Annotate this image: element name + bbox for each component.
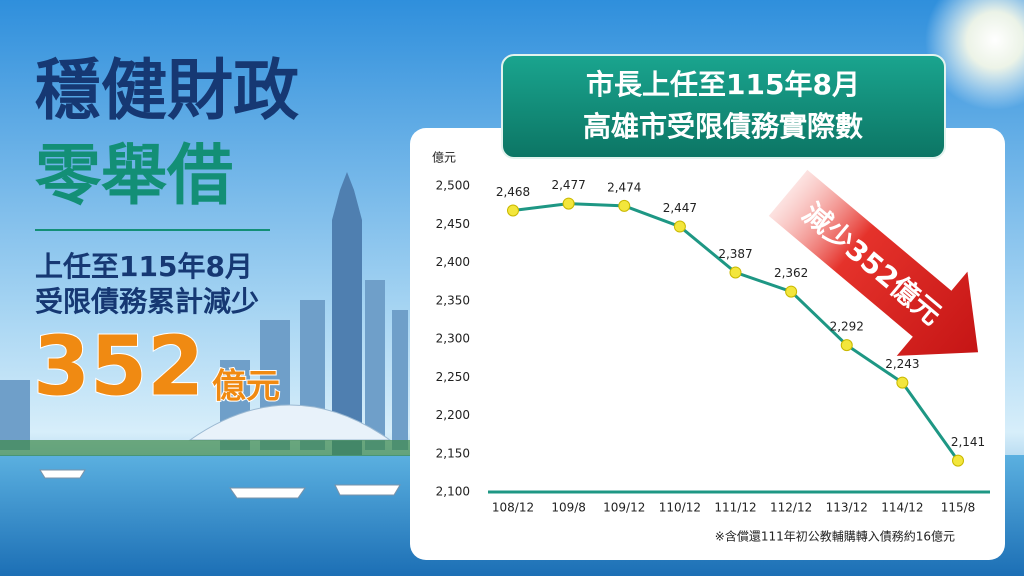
data-label: 2,141 bbox=[951, 435, 985, 449]
data-point bbox=[507, 204, 519, 217]
x-tick-label: 113/12 bbox=[826, 501, 868, 515]
chart-title: 高雄市受限債務實際數 bbox=[583, 110, 863, 143]
y-tick-label: 2,350 bbox=[436, 293, 470, 307]
data-point bbox=[562, 197, 575, 210]
subheadline: 零舉借 bbox=[35, 137, 233, 214]
chart-title: 市長上任至115年8月 bbox=[586, 68, 860, 101]
plot: 2,100 2,150 2,200 2,250 2,300 2,350 2,400 2,450… bbox=[436, 178, 990, 515]
x-tick-label: 108/12 bbox=[492, 501, 534, 515]
data-label: 2,474 bbox=[607, 180, 641, 194]
x-tick-label: 110/12 bbox=[659, 501, 701, 515]
y-tick-label: 2,250 bbox=[436, 370, 470, 384]
x-tick-label: 111/12 bbox=[714, 501, 756, 515]
y-tick-label: 2,400 bbox=[436, 255, 470, 269]
stadium bbox=[188, 404, 392, 441]
y-tick-label: 2,300 bbox=[436, 332, 470, 346]
y-tick-label: 2,150 bbox=[436, 446, 470, 460]
headline: 穩健財政 bbox=[35, 52, 299, 129]
text-line: 上任至115年8月 bbox=[35, 250, 253, 283]
data-label: 2,477 bbox=[551, 178, 585, 192]
y-tick-label: 2,500 bbox=[436, 179, 470, 193]
data-label: 2,243 bbox=[885, 357, 919, 371]
data-point bbox=[785, 285, 798, 298]
x-tick-label: 109/8 bbox=[551, 501, 586, 515]
y-tick-label: 2,100 bbox=[436, 485, 470, 499]
boats bbox=[39, 469, 401, 499]
amount-unit: 億元 bbox=[212, 367, 280, 407]
data-point bbox=[896, 376, 909, 389]
data-label: 2,447 bbox=[663, 201, 697, 215]
data-point bbox=[840, 339, 853, 352]
x-tick-label: 109/12 bbox=[603, 501, 645, 515]
amount: 352 bbox=[33, 319, 204, 414]
shoreline bbox=[0, 440, 410, 456]
y-tick-label: 2,200 bbox=[436, 408, 470, 422]
text-line: 受限債務累計減少 bbox=[35, 285, 259, 318]
data-label: 2,292 bbox=[830, 320, 864, 334]
x-tick-label: 115/8 bbox=[941, 501, 976, 515]
data-point bbox=[618, 199, 631, 212]
sun bbox=[925, 0, 1024, 110]
arrow-shape bbox=[768, 169, 979, 356]
title-box bbox=[501, 54, 946, 159]
data-label: 2,468 bbox=[496, 185, 530, 199]
y-tick-label: 2,450 bbox=[436, 217, 470, 231]
data-point bbox=[952, 454, 964, 467]
data-point bbox=[673, 220, 686, 233]
data-point bbox=[729, 266, 742, 279]
data-label: 2,387 bbox=[718, 247, 752, 261]
data-label: 2,362 bbox=[774, 266, 808, 280]
x-tick-label: 114/12 bbox=[881, 501, 923, 515]
footnote: ※含償還111年初公教輔購轉入債務約16億元 bbox=[715, 529, 955, 544]
y-axis-label: 億元 bbox=[432, 151, 456, 165]
x-tick-label: 112/12 bbox=[770, 501, 812, 515]
